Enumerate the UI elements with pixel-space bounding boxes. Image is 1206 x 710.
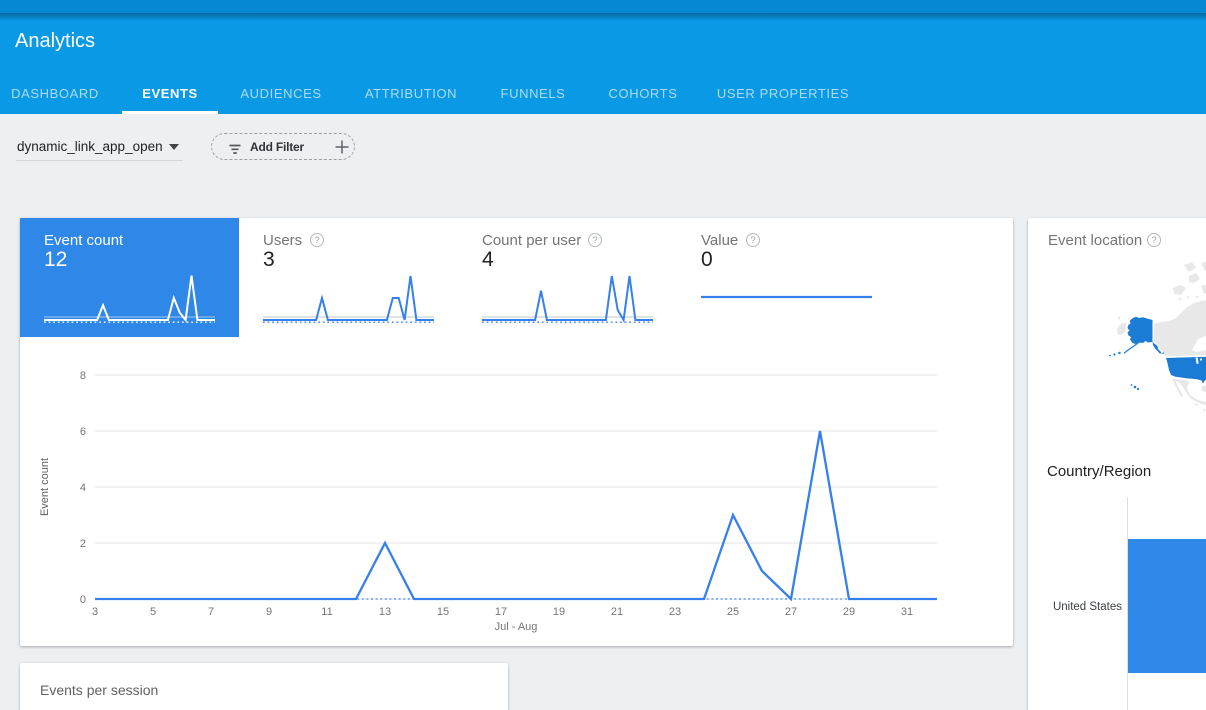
svg-text:Jul - Aug: Jul - Aug	[495, 621, 538, 633]
svg-text:6: 6	[80, 426, 86, 438]
svg-text:8: 8	[80, 370, 86, 382]
svg-text:5: 5	[150, 606, 156, 618]
svg-text:31: 31	[901, 606, 913, 618]
svg-text:15: 15	[437, 606, 449, 618]
svg-text:4: 4	[80, 482, 86, 494]
svg-text:Event count: Event count	[39, 458, 51, 516]
svg-text:19: 19	[553, 606, 565, 618]
svg-text:0: 0	[80, 594, 86, 606]
svg-text:21: 21	[611, 606, 623, 618]
svg-text:17: 17	[495, 606, 507, 618]
svg-text:25: 25	[727, 606, 739, 618]
svg-text:13: 13	[379, 606, 391, 618]
svg-text:7: 7	[208, 606, 214, 618]
svg-text:27: 27	[785, 606, 797, 618]
svg-text:23: 23	[669, 606, 681, 618]
svg-text:3: 3	[92, 606, 98, 618]
svg-text:29: 29	[843, 606, 855, 618]
svg-text:9: 9	[266, 606, 272, 618]
svg-text:2: 2	[80, 538, 86, 550]
svg-text:11: 11	[321, 606, 332, 618]
